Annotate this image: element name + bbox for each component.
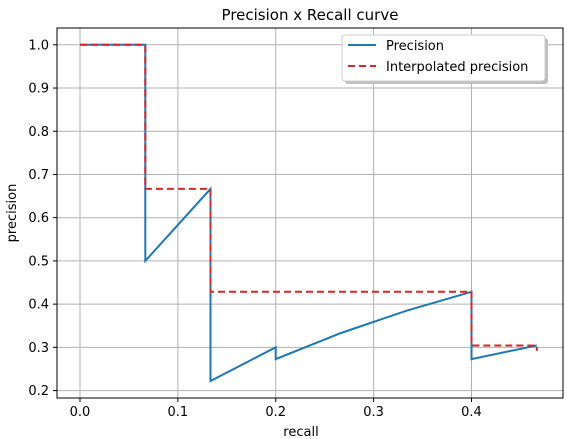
y-axis-label: precision xyxy=(5,184,20,243)
series-line-interpolated-precision xyxy=(80,43,538,351)
y-tick-label: 1.0 xyxy=(28,38,49,53)
legend: Precision Interpolated precision xyxy=(341,34,548,84)
y-tick-label: 0.7 xyxy=(28,168,49,183)
y-tick-label: 0.3 xyxy=(28,341,49,356)
y-tick-label: 0.6 xyxy=(28,211,49,226)
y-tick-label: 0.5 xyxy=(28,254,49,269)
y-tick-label: 0.8 xyxy=(28,125,49,140)
x-axis-ticks: 0.0 0.1 0.2 0.3 0.4 xyxy=(70,398,482,420)
y-tick-label: 0.2 xyxy=(28,384,49,399)
legend-label-precision: Precision xyxy=(386,39,444,54)
series-line-precision xyxy=(80,43,538,383)
x-tick-label: 0.3 xyxy=(363,405,384,420)
x-tick-label: 0.0 xyxy=(70,405,91,420)
y-tick-label: 0.9 xyxy=(28,82,49,97)
y-tick-label: 0.4 xyxy=(28,298,49,313)
chart-title: Precision x Recall curve xyxy=(222,6,399,24)
x-tick-label: 0.1 xyxy=(168,405,189,420)
legend-label-interpolated-precision: Interpolated precision xyxy=(386,60,528,75)
x-tick-label: 0.4 xyxy=(461,405,482,420)
y-axis-ticks: 0.2 0.3 0.4 0.5 0.6 0.7 0.8 0.9 1.0 xyxy=(28,38,57,399)
x-tick-label: 0.2 xyxy=(265,405,286,420)
plot-frame xyxy=(56,27,564,399)
legend-box xyxy=(341,34,546,82)
x-axis-label: recall xyxy=(283,425,318,439)
series-lines xyxy=(80,43,538,383)
